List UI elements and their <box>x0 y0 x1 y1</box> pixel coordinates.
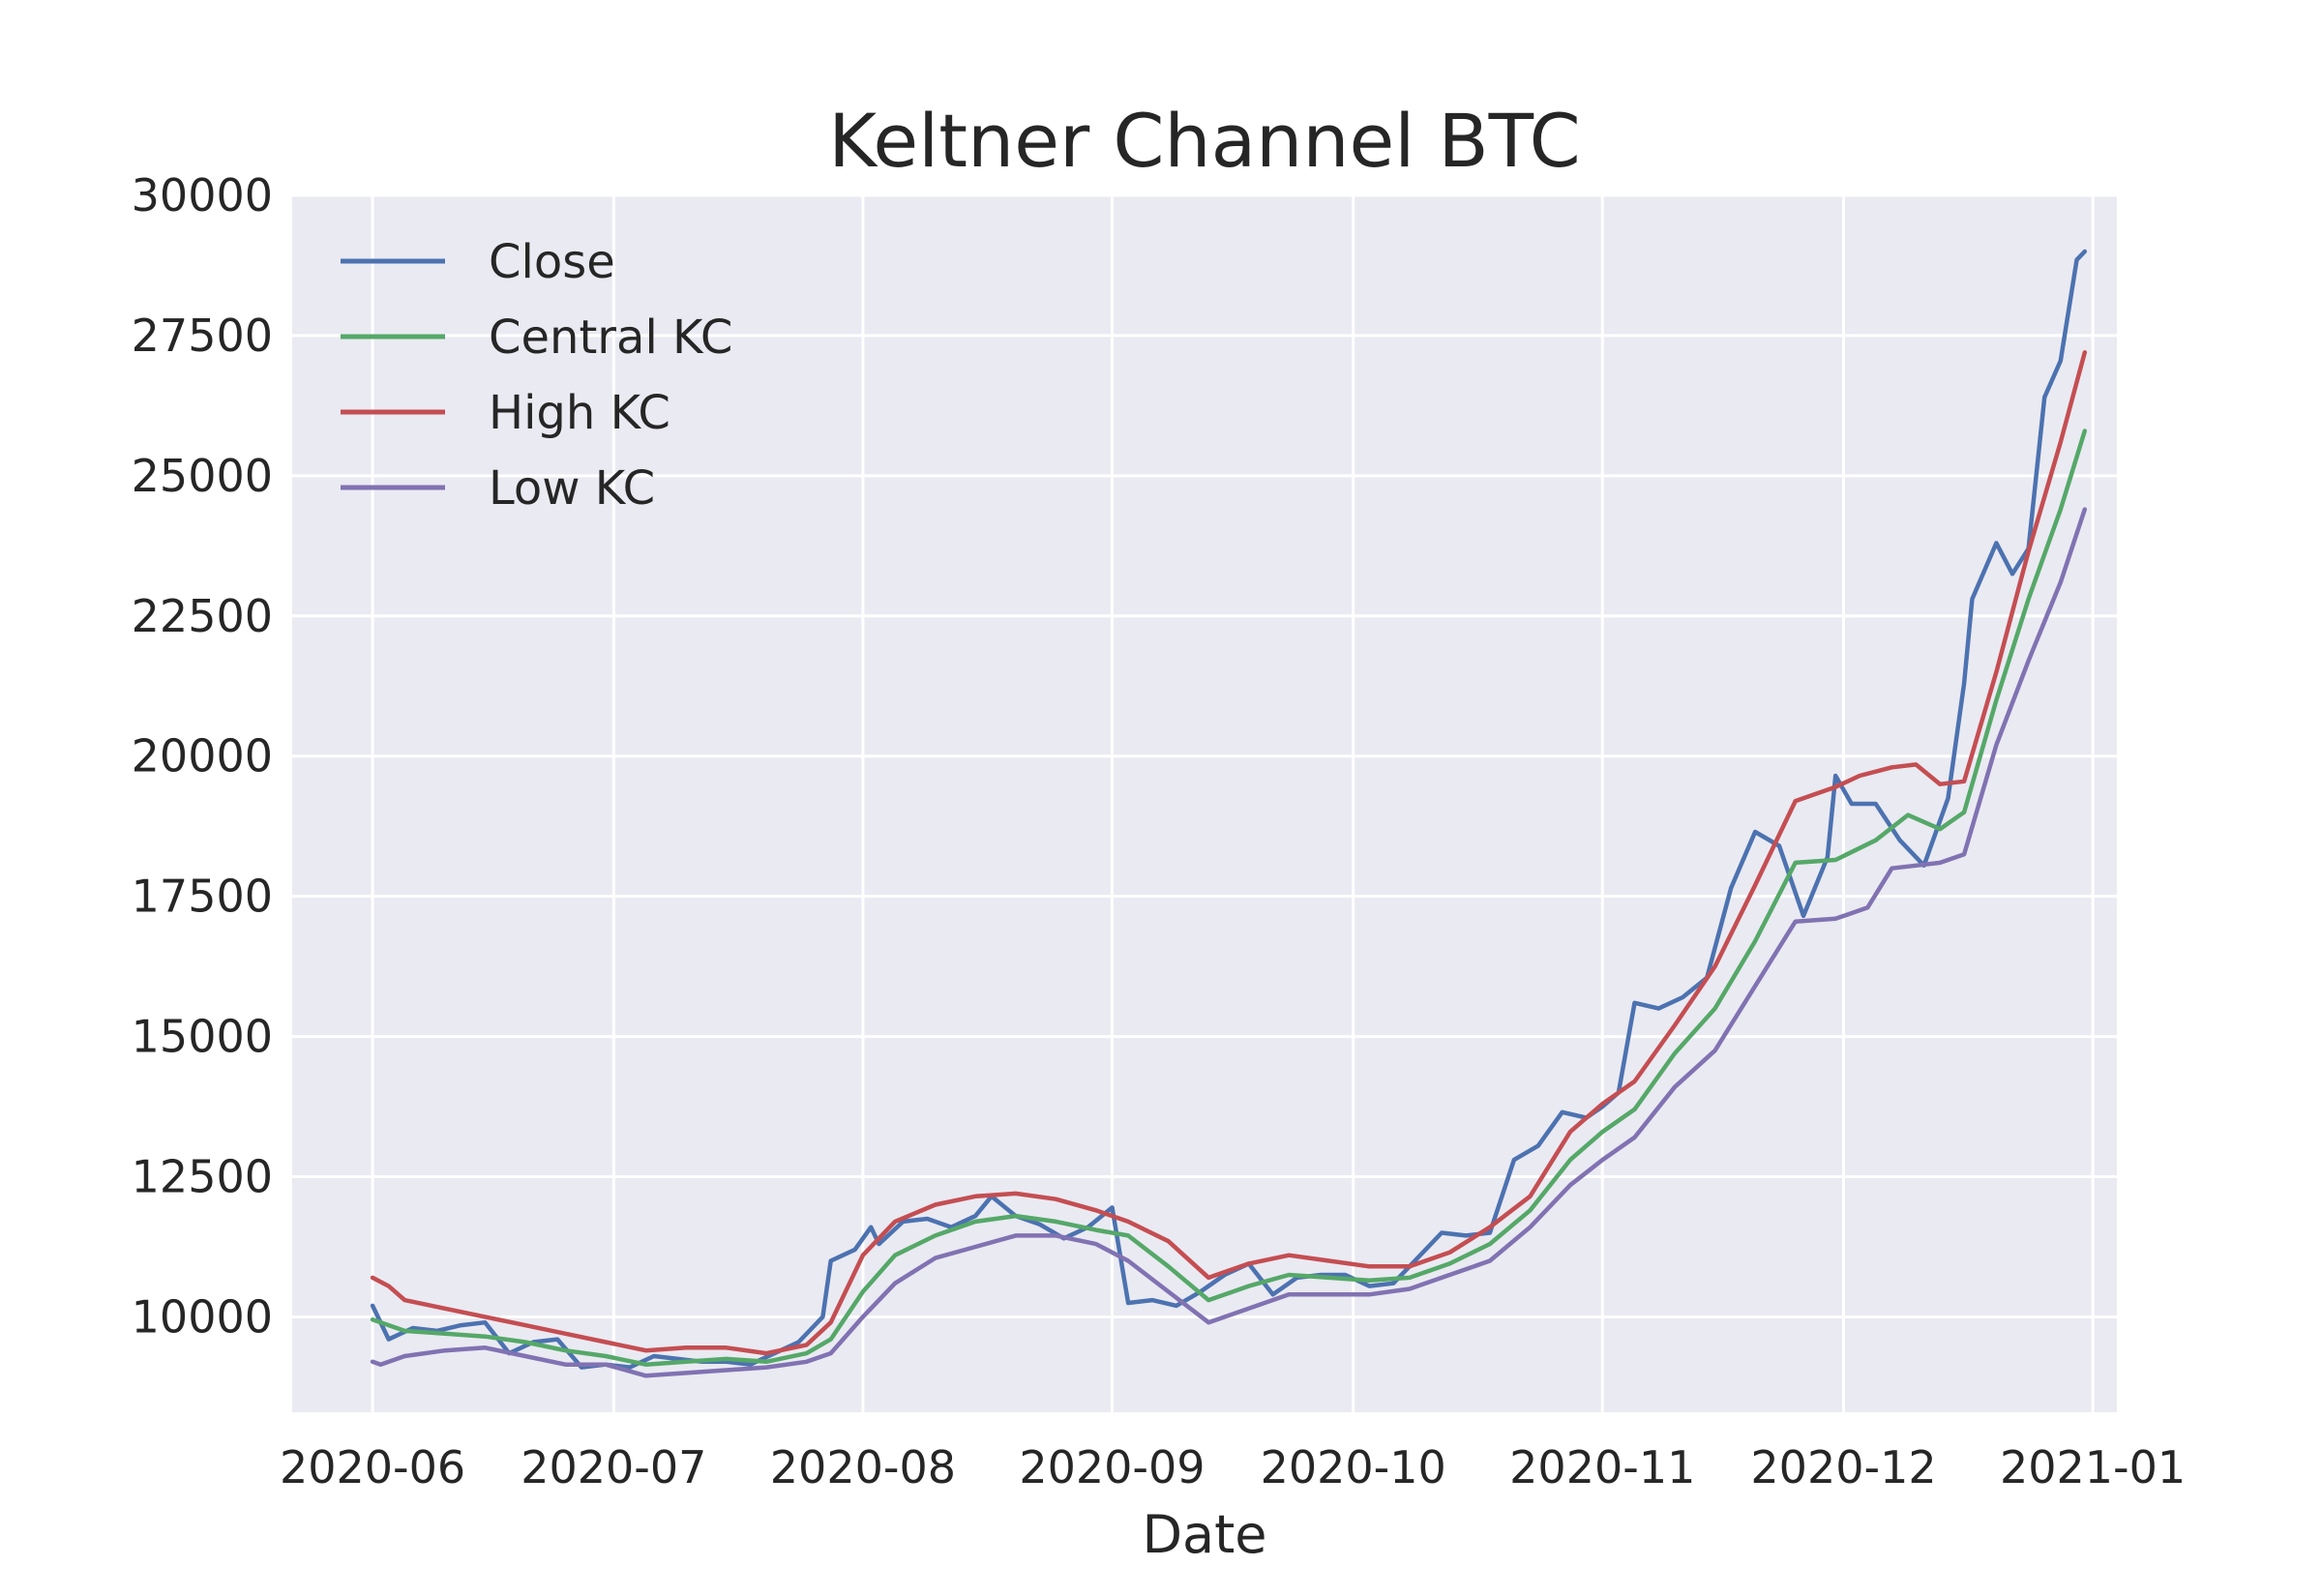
series-line-low-kc <box>370 507 2088 1378</box>
y-tick-label: 10000 <box>132 1290 273 1343</box>
tick-labels: 2020-06 2020-07 2020-08 2020-09 2020-10 2020-… <box>132 169 2187 1493</box>
plot-background <box>292 195 2117 1412</box>
series-line-close <box>370 249 2088 1370</box>
x-tick-label: 2020-10 <box>1261 1441 1446 1493</box>
y-tick-label: 20000 <box>132 730 273 783</box>
legend-label-close: Close <box>489 235 615 289</box>
chart-title: Keltner Channel BTC <box>828 98 1580 184</box>
x-tick-label: 2020-09 <box>1019 1441 1205 1493</box>
series-lines <box>370 249 2088 1378</box>
y-tick-label: 27500 <box>132 310 273 362</box>
x-tick-label: 2020-11 <box>1509 1441 1695 1493</box>
x-tick-label: 2020-07 <box>521 1441 706 1493</box>
legend-label-high-kc: High KC <box>489 386 670 440</box>
x-tick-label: 2021-01 <box>2000 1441 2186 1493</box>
x-tick-label: 2020-12 <box>1750 1441 1936 1493</box>
y-tick-label: 25000 <box>132 450 273 502</box>
y-tick-label: 15000 <box>132 1011 273 1063</box>
series-line-central-kc <box>370 429 2088 1367</box>
legend-label-low-kc: Low KC <box>489 461 655 516</box>
grid <box>292 193 2117 1412</box>
y-tick-label: 12500 <box>132 1151 273 1203</box>
y-tick-label: 17500 <box>132 871 273 923</box>
x-tick-label: 2020-06 <box>280 1441 465 1493</box>
legend: Close Central KC High KC Low KC <box>341 235 732 516</box>
y-tick-label: 22500 <box>132 590 273 642</box>
series-line-high-kc <box>370 350 2088 1356</box>
legend-label-central-kc: Central KC <box>489 310 732 365</box>
x-tick-label: 2020-08 <box>770 1441 956 1493</box>
x-axis-label: Date <box>1142 1504 1266 1565</box>
y-tick-label: 30000 <box>132 169 273 222</box>
